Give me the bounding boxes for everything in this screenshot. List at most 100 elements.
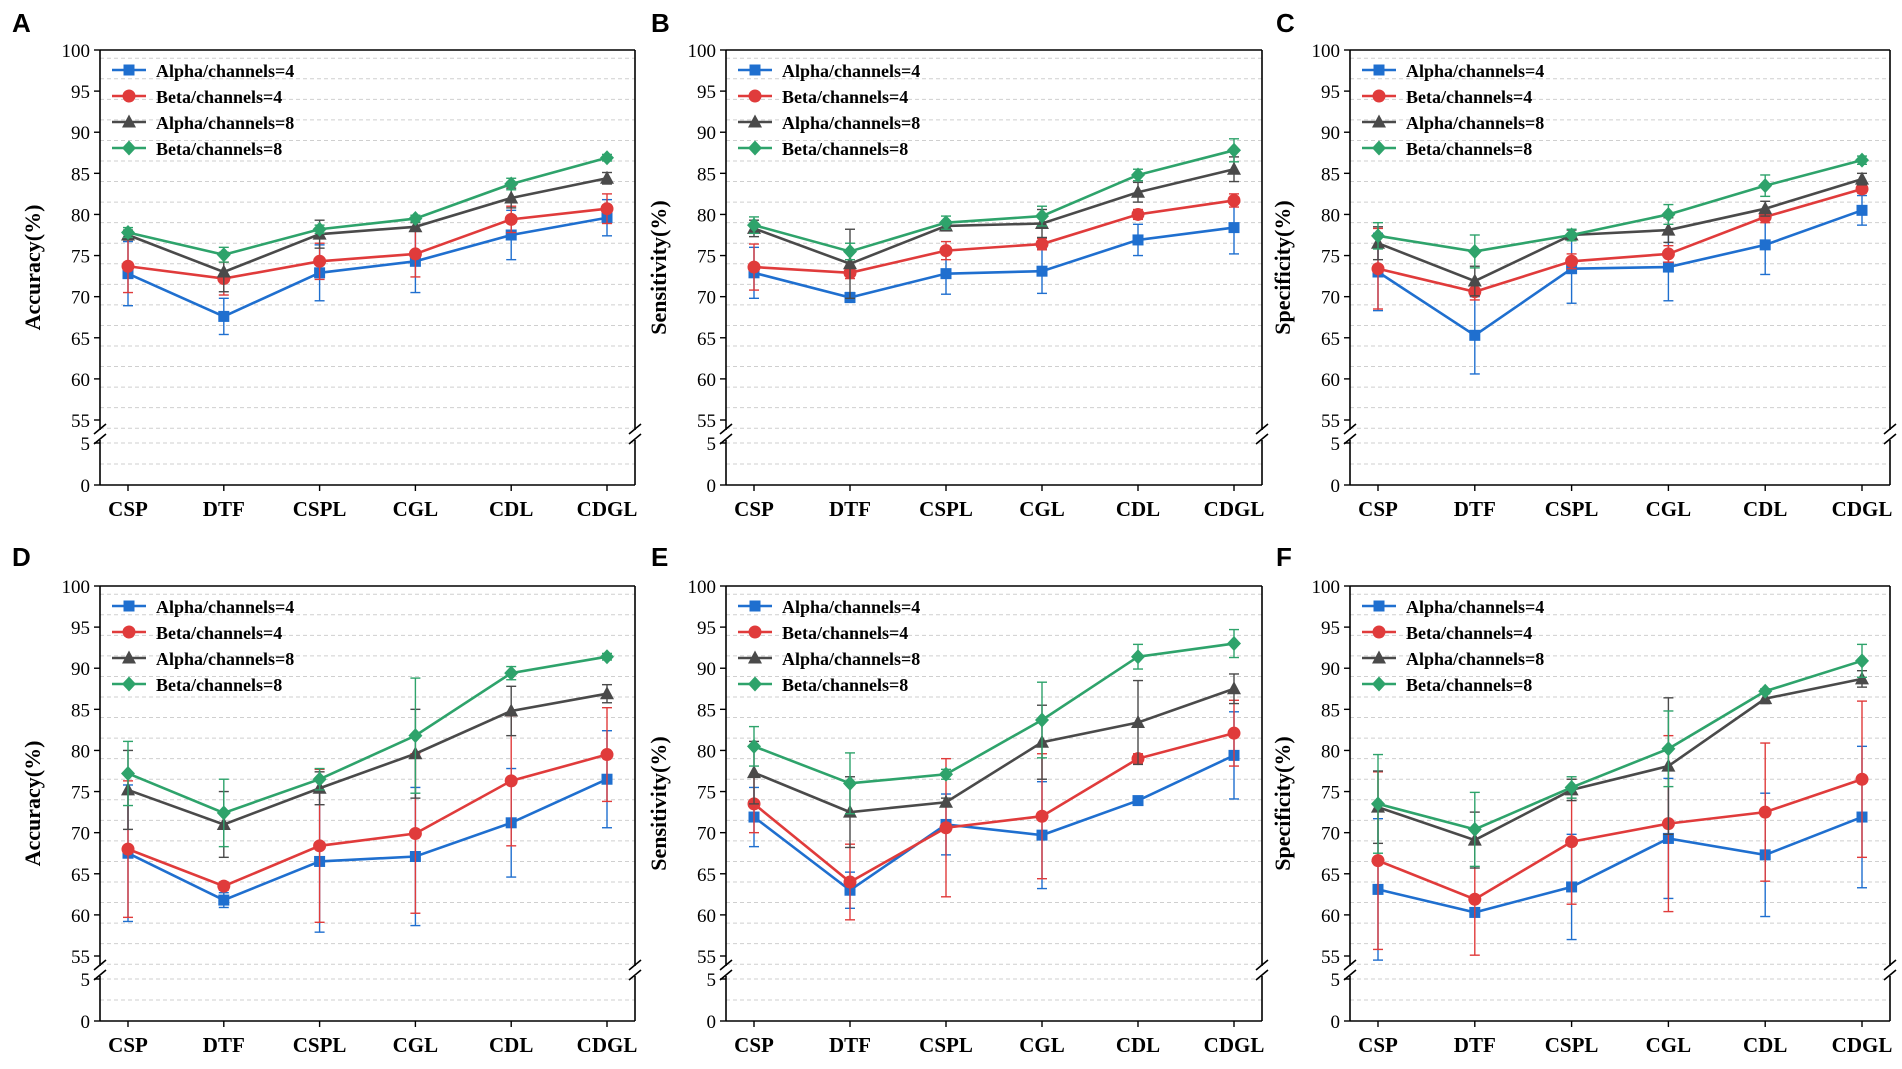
- data-point: [218, 310, 230, 322]
- series-line: [753, 149, 1235, 253]
- axis-break: [1343, 959, 1357, 971]
- legend-entry: Alpha/channels=4: [156, 597, 294, 617]
- data-point: [939, 215, 953, 231]
- legend: Alpha/channels=4 Beta/channels=4 Alpha/cha…: [1362, 597, 1544, 695]
- y-tick-label: 85: [1321, 164, 1340, 185]
- legend-marker: [123, 600, 135, 612]
- panel-label: A: [12, 8, 31, 38]
- y-tick-label: 60: [71, 906, 90, 927]
- y-tick-label: 60: [71, 370, 90, 391]
- y-tick-label: 75: [1321, 783, 1340, 804]
- y-tick-label: 75: [1321, 247, 1340, 268]
- data-point: [121, 259, 135, 273]
- x-tick-label: CDGL: [577, 497, 638, 521]
- legend-entry: Beta/channels=4: [782, 87, 908, 107]
- y-tick-label: 70: [71, 824, 90, 845]
- data-point: [505, 229, 517, 241]
- data-point: [1564, 227, 1579, 243]
- series-Beta/channels=8: [121, 150, 614, 263]
- data-point: [216, 805, 231, 821]
- legend-marker: [122, 140, 136, 156]
- y-tick-label: 90: [1321, 659, 1340, 680]
- series-Alpha/channels=4: [122, 198, 613, 336]
- y-tick-label: 55: [1321, 947, 1340, 968]
- x-tick-label: CGL: [393, 497, 439, 521]
- data-point: [1227, 726, 1241, 740]
- y-tick-label: 70: [697, 824, 716, 845]
- x-tick-label: DTF: [829, 497, 871, 521]
- series-line: [127, 216, 608, 318]
- series-Beta/channels=4: [1371, 700, 1869, 956]
- legend-marker: [1372, 676, 1386, 692]
- legend-entry: Alpha/channels=8: [1406, 113, 1544, 133]
- data-point: [1228, 222, 1240, 234]
- series-line: [1377, 158, 1863, 253]
- data-point: [1855, 171, 1869, 185]
- y-tick-label: 0: [707, 1012, 717, 1033]
- data-point: [1227, 161, 1241, 175]
- data-point: [408, 211, 423, 227]
- y-tick-label: 75: [697, 783, 716, 804]
- series-Beta/channels=8: [1371, 152, 1869, 269]
- data-point: [843, 875, 857, 889]
- series-line: [1377, 659, 1863, 831]
- legend-marker: [1372, 625, 1386, 639]
- data-point: [121, 842, 135, 856]
- y-tick-label: 55: [71, 947, 90, 968]
- data-point: [216, 247, 231, 263]
- x-tick-label: CDL: [1743, 497, 1787, 521]
- axis-break: [1343, 423, 1357, 435]
- series-line: [127, 655, 608, 815]
- y-tick-label: 0: [81, 476, 91, 497]
- y-tick-label: 100: [1312, 41, 1341, 62]
- data-point: [600, 202, 614, 216]
- data-point: [1467, 243, 1482, 259]
- legend-marker: [748, 625, 762, 639]
- data-point: [1855, 152, 1869, 168]
- data-point: [1131, 714, 1145, 728]
- y-tick-label: 5: [707, 434, 717, 455]
- legend-entry: Alpha/channels=8: [782, 113, 920, 133]
- data-point: [1371, 854, 1385, 868]
- y-tick-label: 85: [71, 164, 90, 185]
- y-tick-label: 0: [1331, 476, 1341, 497]
- x-tick-label: DTF: [203, 497, 245, 521]
- y-tick-label: 75: [71, 783, 90, 804]
- y-tick-label: 55: [697, 947, 716, 968]
- y-tick-label: 5: [81, 970, 91, 991]
- series-Beta/channels=8: [121, 649, 614, 848]
- series-line: [1377, 177, 1863, 283]
- legend-entry: Alpha/channels=8: [782, 649, 920, 669]
- legend-marker: [122, 650, 136, 664]
- x-tick-label: CSP: [1358, 1033, 1398, 1057]
- y-tick-label: 80: [1321, 741, 1340, 762]
- y-axis-label: Sensitivity(%): [646, 736, 671, 870]
- panel-E: 55 60 65 70 75 80 85 90 95 100 0 5 CSP DTF CSPL CGL CDL C…: [646, 542, 1269, 1057]
- data-point: [1131, 184, 1145, 198]
- axis-break: [1255, 969, 1269, 981]
- legend-entry: Beta/channels=4: [782, 623, 908, 643]
- y-tick-label: 85: [71, 700, 90, 721]
- data-point: [504, 774, 518, 788]
- legend-marker: [122, 114, 136, 128]
- legend-marker: [123, 64, 135, 76]
- y-tick-label: 85: [1321, 700, 1340, 721]
- data-point: [1371, 262, 1385, 276]
- data-point: [747, 260, 761, 274]
- series-Alpha/channels=8: [121, 683, 614, 859]
- y-tick-label: 65: [71, 865, 90, 886]
- legend-marker: [122, 89, 136, 103]
- y-tick-label: 0: [1331, 1012, 1341, 1033]
- series-line: [753, 199, 1235, 275]
- panel-B: 55 60 65 70 75 80 85 90 95 100 0 5 CSP DTF CSPL CGL CDL C…: [646, 8, 1269, 521]
- axis-break: [93, 423, 107, 435]
- data-point: [1661, 222, 1676, 236]
- y-tick-label: 90: [697, 659, 716, 680]
- axis-break: [1255, 959, 1269, 971]
- series-line: [753, 731, 1235, 884]
- y-tick-label: 5: [81, 434, 91, 455]
- x-tick-label: CDGL: [1832, 497, 1893, 521]
- series-line: [1377, 209, 1863, 337]
- y-tick-label: 85: [697, 700, 716, 721]
- y-tick-label: 55: [1321, 411, 1340, 432]
